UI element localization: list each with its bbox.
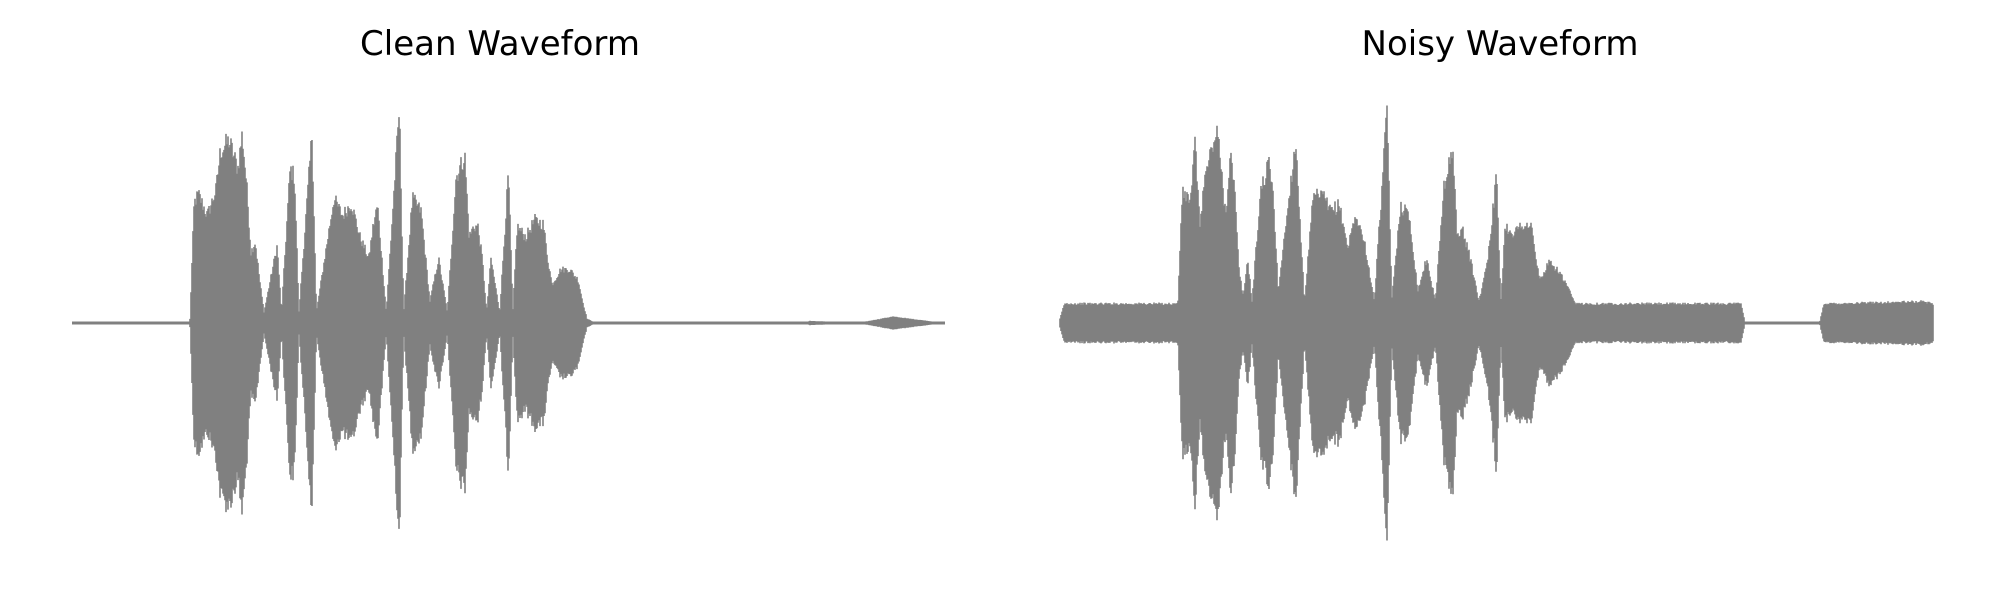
chart-title: Noisy Waveform	[1361, 24, 1639, 64]
noisy-waveform-panel: Noisy Waveform	[1000, 0, 2000, 600]
waveform-series	[1059, 105, 1934, 541]
clean-waveform-panel: Clean Waveform	[72, 24, 945, 529]
chart-title: Clean Waveform	[360, 24, 640, 64]
waveform-series	[189, 117, 939, 529]
noisy-waveform-plot	[1059, 105, 1934, 541]
clean-waveform-plot	[72, 117, 945, 529]
